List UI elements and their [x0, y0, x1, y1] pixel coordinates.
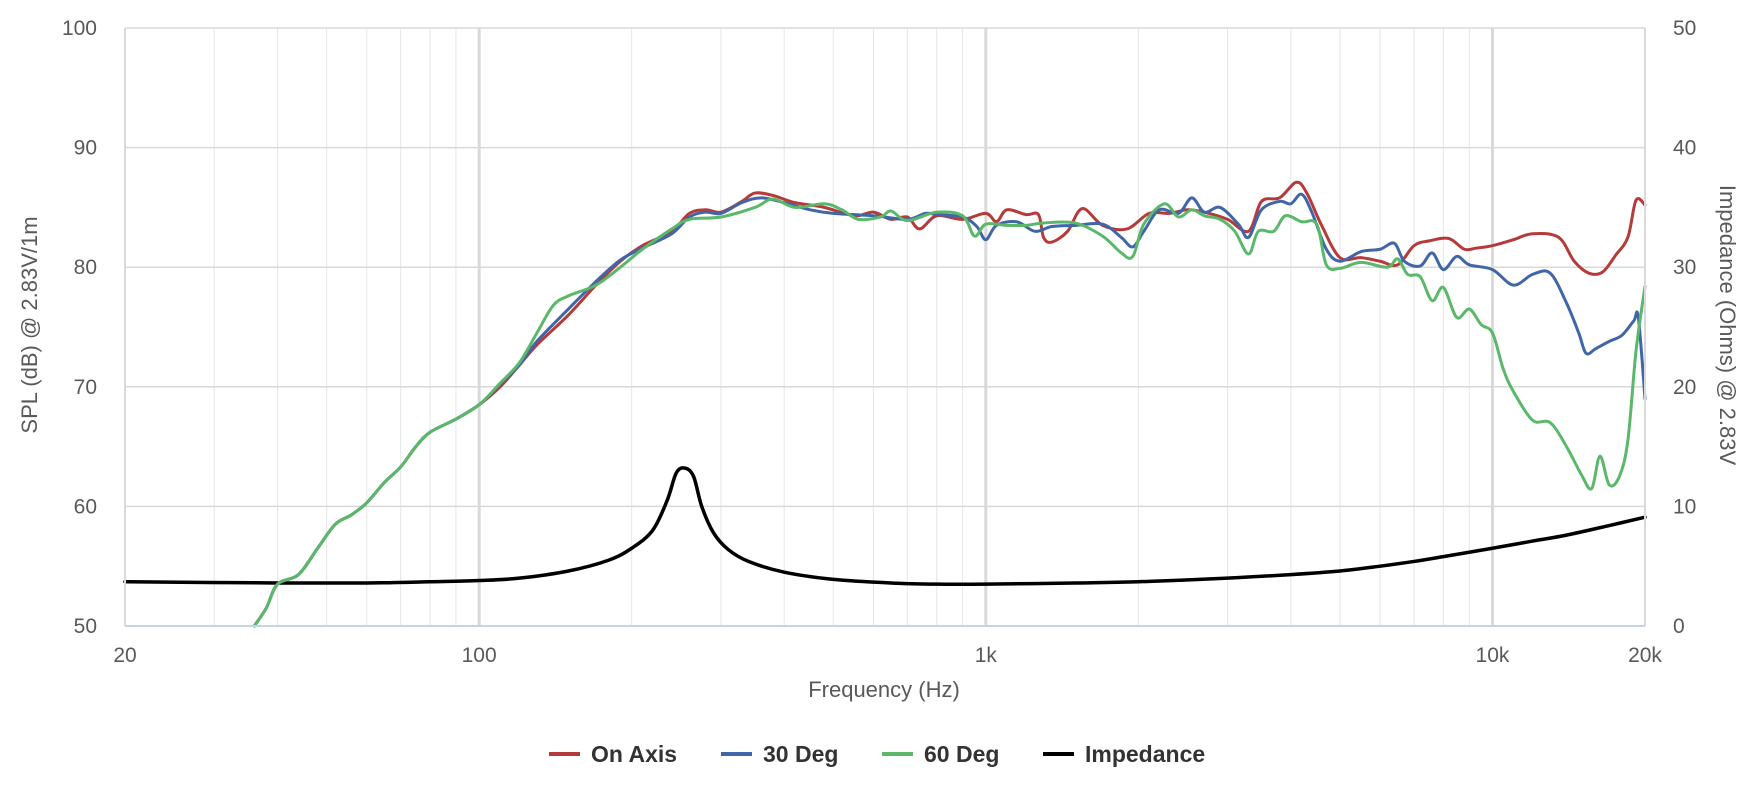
legend-label-60-deg: 60 Deg [924, 741, 999, 767]
y-tick-label: 80 [74, 256, 97, 279]
series-layer [123, 180, 1647, 628]
grid-minor [213, 28, 1470, 626]
y-axis-title: SPL (dB) @ 2.83V/1m [17, 216, 42, 433]
x-tick-label: 20k [1628, 644, 1662, 667]
axis-layer [124, 28, 1646, 627]
grid-major [125, 27, 1645, 626]
x-tick-label: 10k [1476, 644, 1510, 667]
x-tick-label: 1k [975, 644, 998, 667]
y2-tick-label: 10 [1673, 495, 1696, 518]
y-tick-label: 70 [74, 376, 97, 399]
y-tick-label: 50 [74, 615, 97, 638]
y-tick-label: 60 [74, 495, 97, 518]
y-tick-label: 100 [62, 17, 97, 40]
y2-tick-label: 20 [1673, 376, 1696, 399]
legend-item-30-deg[interactable]: 30 Deg [721, 741, 838, 767]
legend-label-on-axis: On Axis [591, 741, 677, 767]
series-line-30-deg [252, 192, 1647, 628]
y-tick-label: 90 [74, 137, 97, 160]
legend-item-60-deg[interactable]: 60 Deg [882, 741, 999, 767]
x-tick-label: 100 [462, 644, 497, 667]
y2-tick-label: 30 [1673, 256, 1696, 279]
legend-label-30-deg: 30 Deg [763, 741, 838, 767]
y2-axis-title: Impedance (Ohms) @ 2.83V [1715, 185, 1740, 466]
x-axis-title: Frequency (Hz) [808, 677, 960, 702]
legend-label-impedance: Impedance [1085, 741, 1205, 767]
y2-tick-label: 40 [1673, 137, 1696, 160]
x-tick-label: 20 [113, 644, 136, 667]
legend-item-impedance[interactable]: Impedance [1043, 741, 1205, 767]
series-line-impedance [123, 466, 1647, 587]
legend-item-on-axis[interactable]: On Axis [549, 741, 677, 767]
series-line-60-deg [252, 197, 1647, 628]
y2-tick-label: 0 [1673, 615, 1685, 638]
tick-labels: 20 100 1k 10k 20k 50 60 70 80 90 100 0 10 20 30 40 50 [62, 17, 1696, 667]
legend: On Axis 30 Deg 60 Deg Impedance [549, 741, 1205, 767]
y2-tick-label: 50 [1673, 17, 1696, 40]
